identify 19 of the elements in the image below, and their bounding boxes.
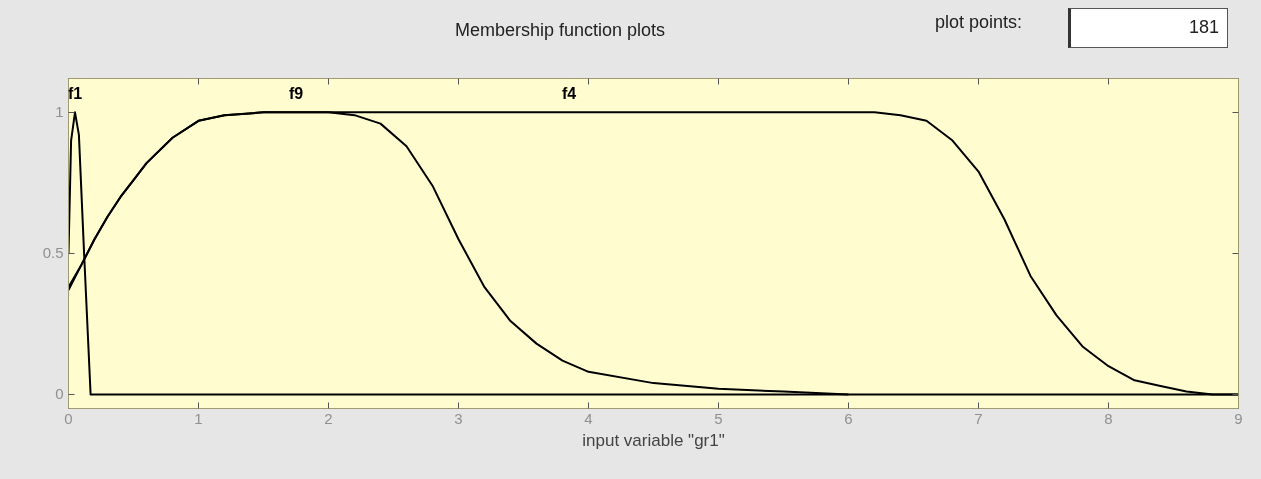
x-tick-label: 1: [194, 409, 203, 427]
series-label: f9: [288, 84, 304, 102]
x-tick-label: 7: [974, 409, 983, 427]
x-tick-label: 4: [584, 409, 593, 427]
text: 181: [1068, 8, 1228, 48]
x-tick-label: 3: [454, 409, 463, 427]
y-tick-label: 1: [55, 103, 64, 121]
chart-title: Membership function plots: [455, 19, 666, 42]
y-tick-label: 0: [55, 385, 64, 403]
y-tick-label: 0.5: [42, 244, 64, 262]
text: plot points:: [935, 11, 1023, 34]
x-tick-label: 6: [844, 409, 853, 427]
x-tick-label: 9: [1234, 409, 1243, 427]
x-tick-label: 8: [1104, 409, 1113, 427]
x-axis-title: input variable "gr1": [582, 430, 725, 450]
series-label: f4: [561, 84, 577, 102]
series-label: f1: [67, 84, 83, 102]
x-tick-label: 2: [324, 409, 333, 427]
x-tick-label: 5: [714, 409, 723, 427]
